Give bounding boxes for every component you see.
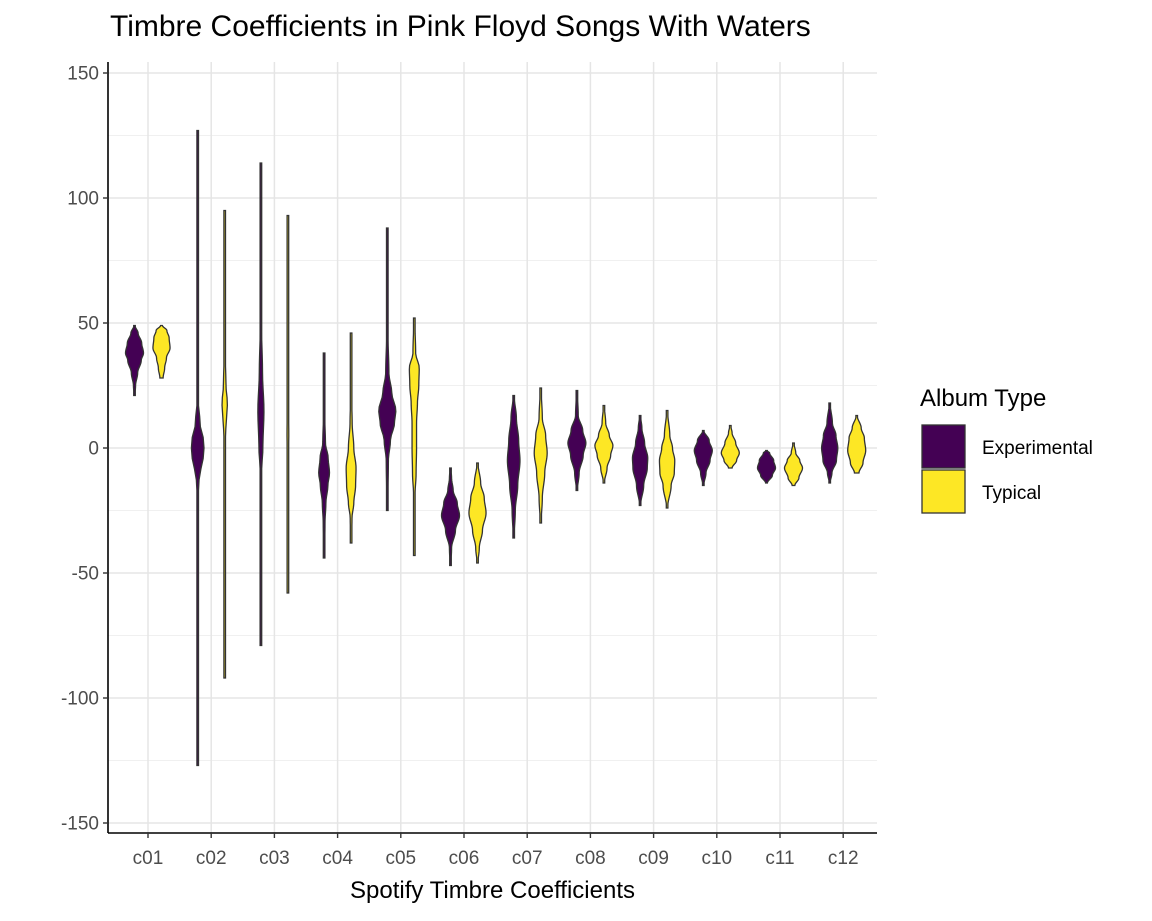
x-tick-label: c04 — [322, 848, 353, 869]
violin-experimental-c08 — [567, 389, 587, 492]
violin-typical-c08 — [594, 404, 614, 484]
violin-typical-c06 — [468, 462, 487, 564]
x-tick-label: c08 — [575, 848, 606, 869]
violin-experimental-c07 — [506, 394, 521, 539]
violin-experimental-c02 — [190, 129, 205, 767]
violin-experimental-c06 — [440, 467, 461, 567]
legend-label-experimental: Experimental — [982, 438, 1093, 459]
legend: Album Type Experimental Typical — [920, 385, 1093, 514]
y-tick-label: 100 — [67, 189, 99, 210]
x-tick-label: c11 — [765, 848, 794, 869]
violin-typical-c01 — [152, 324, 171, 379]
x-tick-label: c09 — [638, 848, 669, 869]
violin-experimental-c04 — [318, 352, 331, 559]
violin-typical-c09 — [658, 409, 676, 509]
x-tick-label: c12 — [828, 848, 859, 869]
chart-title: Timbre Coefficients in Pink Floyd Songs … — [110, 10, 811, 43]
violin-experimental-c09 — [631, 414, 649, 507]
violin-typical-c03 — [286, 214, 290, 594]
x-tick-label: c02 — [196, 848, 227, 869]
x-tick-label: c10 — [701, 848, 732, 869]
legend-key-typical — [921, 469, 966, 514]
x-tick-label: c01 — [133, 848, 164, 869]
x-tick-label: c07 — [512, 848, 543, 869]
y-tick-label: -50 — [72, 564, 99, 585]
y-tick-label: -100 — [61, 689, 99, 710]
violin-typical-c02 — [221, 209, 229, 679]
y-tick-label: -150 — [61, 814, 99, 835]
legend-title: Album Type — [920, 385, 1046, 412]
violin-experimental-c11 — [756, 449, 777, 484]
x-tick-label: c03 — [259, 848, 290, 869]
violin-experimental-c05 — [378, 227, 397, 512]
y-tick-label: 50 — [78, 314, 99, 335]
violin-typical-c07 — [533, 387, 548, 524]
x-tick-label: c06 — [449, 848, 480, 869]
violin-typical-c12 — [847, 414, 867, 474]
violin-typical-c11 — [783, 442, 804, 487]
violin-typical-c04 — [345, 332, 357, 544]
violin-typical-c10 — [720, 424, 740, 469]
violin-experimental-c10 — [693, 429, 713, 487]
legend-key-experimental — [921, 424, 966, 469]
legend-label-typical: Typical — [982, 483, 1041, 504]
x-tick-label: c05 — [385, 848, 416, 869]
violins — [124, 129, 867, 767]
grid-lines — [108, 62, 877, 833]
violin-experimental-c03 — [257, 162, 265, 647]
violin-experimental-c01 — [124, 324, 145, 397]
x-axis-title: Spotify Timbre Coefficients — [350, 877, 635, 904]
y-tick-label: 150 — [67, 64, 99, 85]
violin-typical-c05 — [408, 317, 420, 557]
violin-experimental-c12 — [820, 402, 839, 484]
y-tick-label: 0 — [88, 439, 99, 460]
